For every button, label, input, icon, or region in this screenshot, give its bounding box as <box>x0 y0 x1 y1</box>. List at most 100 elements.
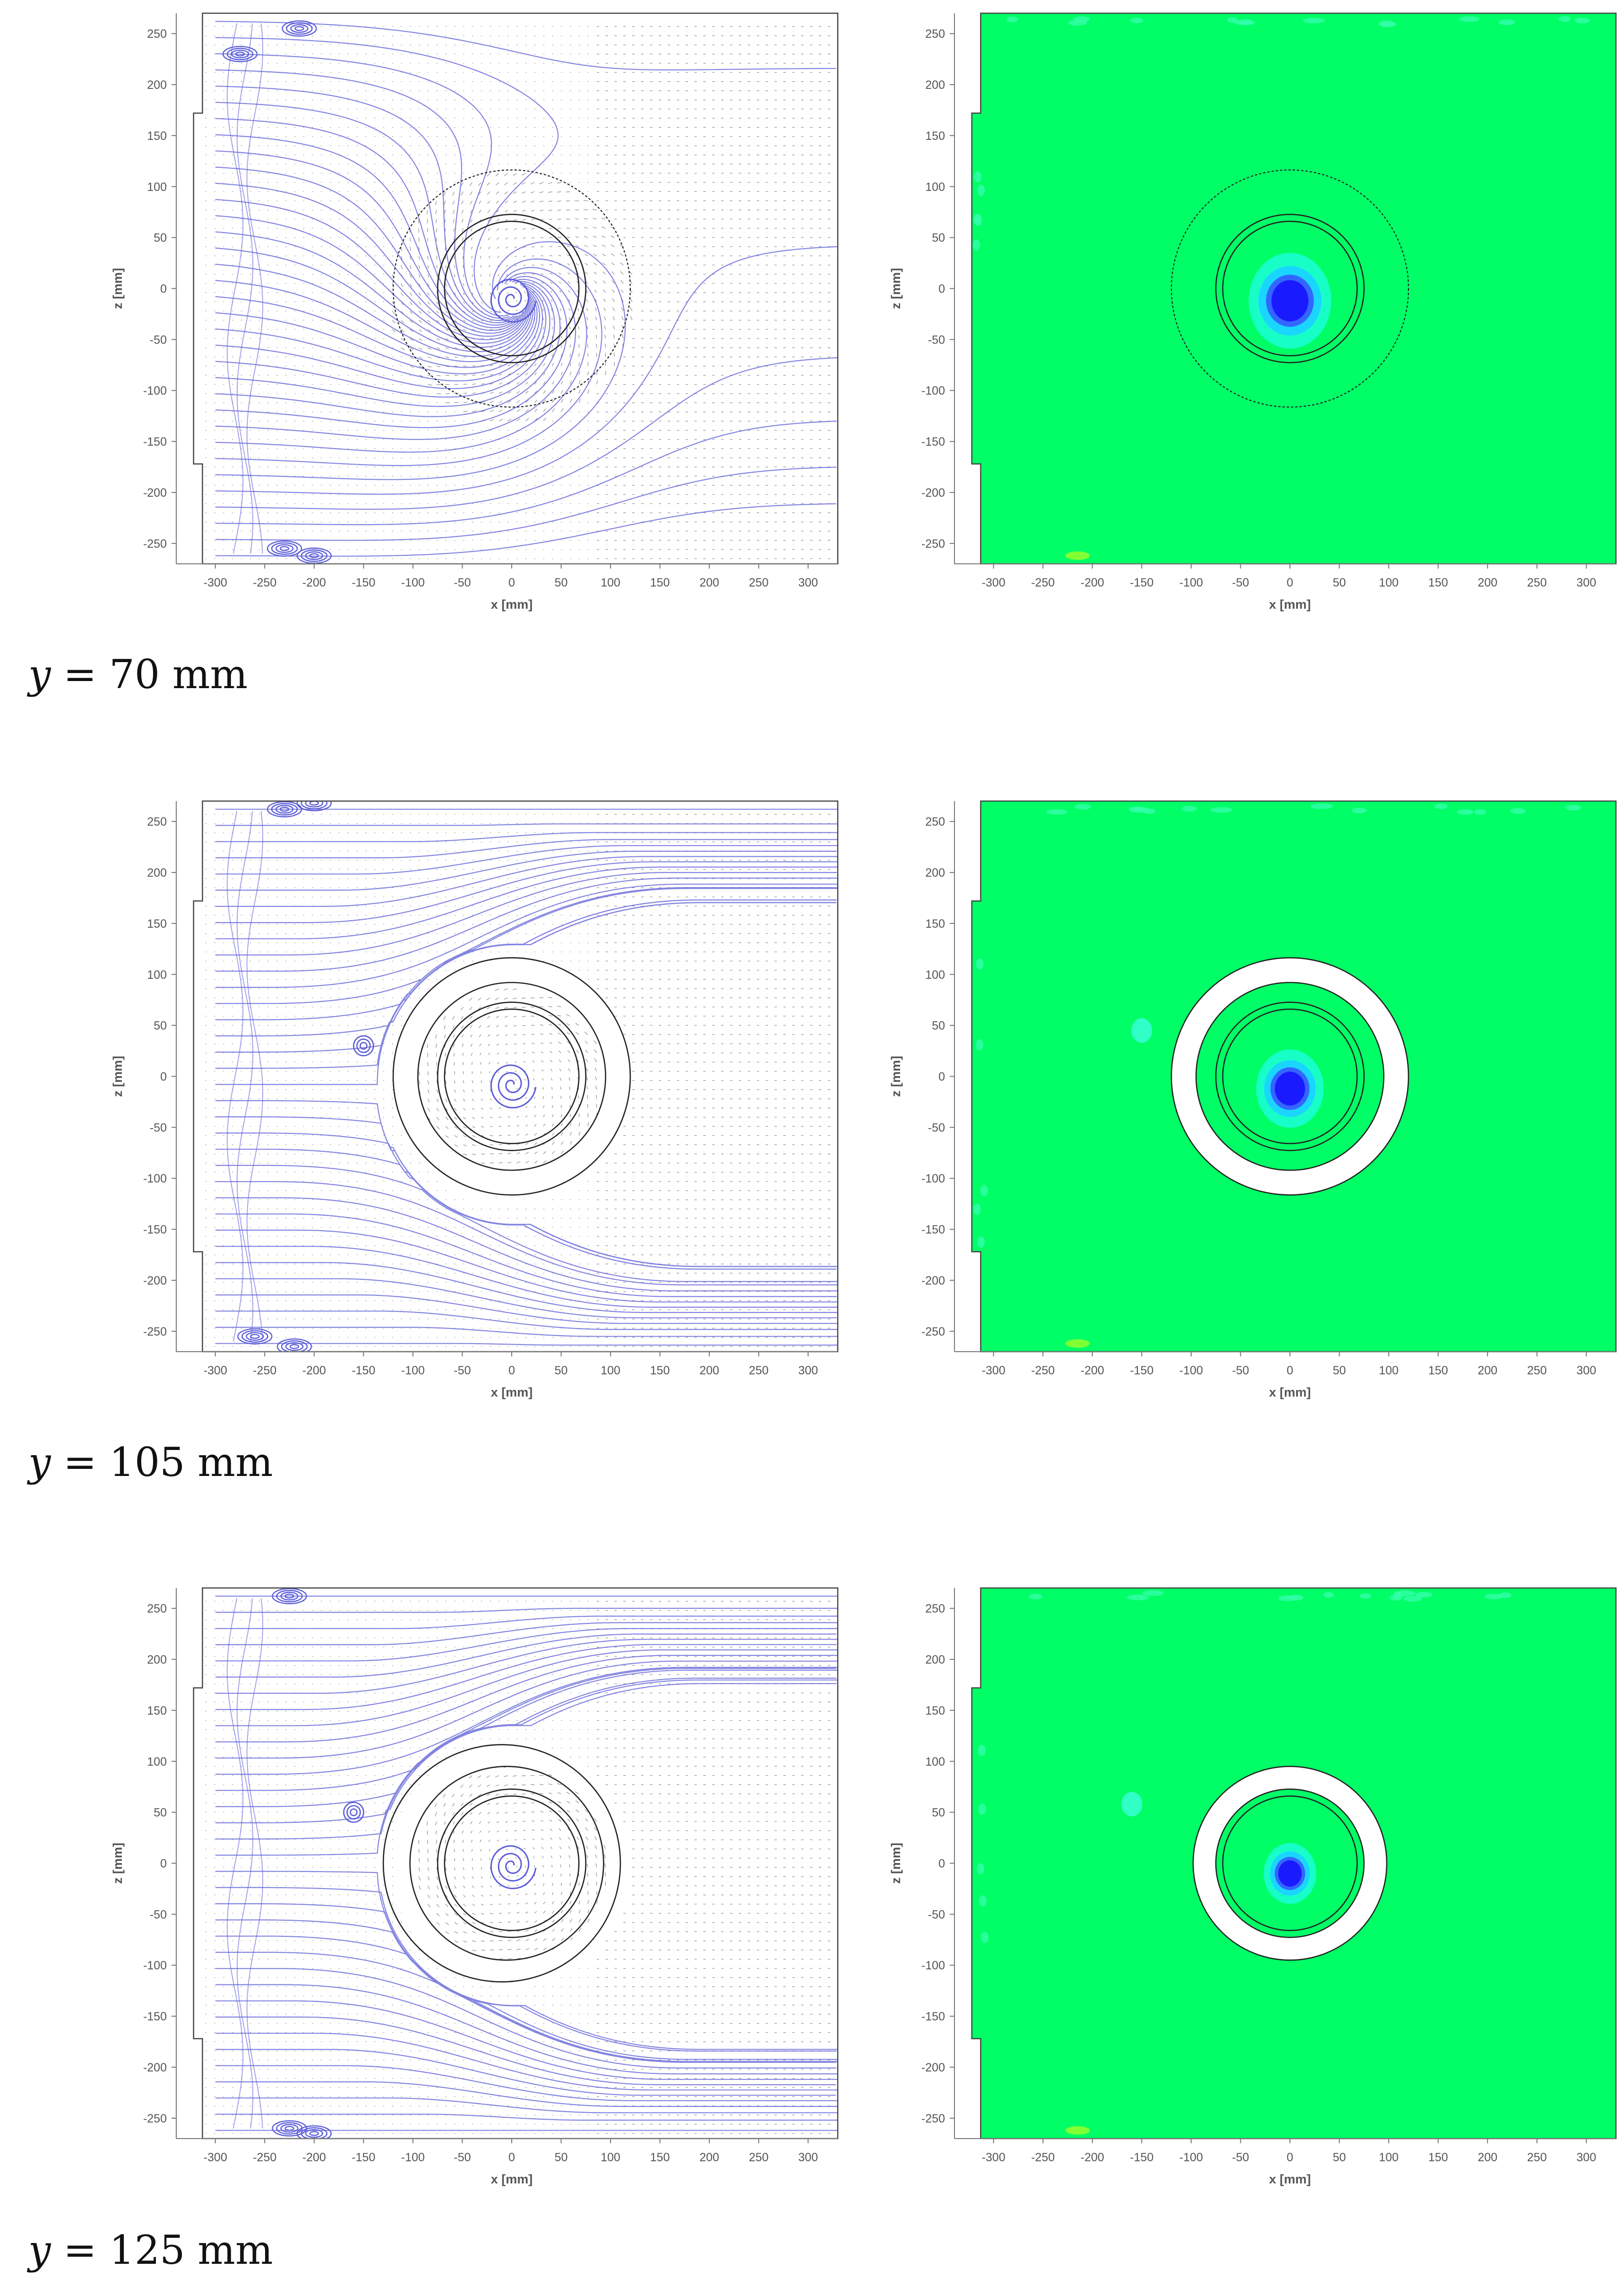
panel-3-1-streamline <box>215 2049 836 2096</box>
panel-2-1-eddy-loop <box>281 1340 308 1352</box>
panel-3-1-streamline <box>215 1639 838 1694</box>
panel-1-1-vectors <box>205 26 831 559</box>
panel-1-1-wall-line <box>246 23 264 554</box>
panel-3-1-streamline <box>215 1968 836 2069</box>
panel-1-1-eddy-loop <box>235 52 245 57</box>
panel-1-2-edge-spot <box>1227 17 1238 23</box>
panel-3-1-x-tick-label: -150 <box>352 2151 375 2164</box>
panel-3-1-wall-line <box>226 1598 244 2129</box>
panel-2-1-streamline <box>215 888 838 1085</box>
panel-3-1-wall-line <box>246 1598 264 2129</box>
panel-1-2-y-tick-label: 250 <box>925 27 945 41</box>
panel-1-1-streamline <box>215 21 836 71</box>
panel-3-1-eddy-loop <box>272 1588 307 1605</box>
panel-1-1-wall-line <box>226 23 244 554</box>
panel-2-2-edge-spot <box>980 1185 988 1197</box>
panel-2-2-blob-1 <box>1131 1018 1152 1043</box>
panel-1-1-streamline <box>215 182 526 337</box>
panel-2-2-edge-spot <box>975 1039 983 1051</box>
panel-1-2-y-tick-label: -150 <box>921 435 945 449</box>
panel-2-1-wall-lines <box>226 811 264 1342</box>
panel-3-1-streamline <box>215 1666 838 1775</box>
panel-2-2-edge-spot <box>1351 807 1367 813</box>
panel-3-2-x-tick-label: -50 <box>1232 2151 1249 2164</box>
panel-3-2-x-tick-label: 100 <box>1379 2151 1399 2164</box>
panel-2-2-y-tick-label: 250 <box>925 815 945 828</box>
panel-3-2-edge-spot <box>1403 1596 1422 1602</box>
panel-2-1-x-axis-title: x [mm] <box>491 1385 533 1399</box>
panel-1-2-x-tick-label: -250 <box>1031 576 1055 589</box>
panel-2-1-streamline <box>215 1311 838 1330</box>
panel-3-1-vortex-core <box>490 1845 537 1889</box>
panel-3-1-vortex-spiral <box>490 1845 537 1889</box>
panel-1-1-streamline <box>215 264 533 357</box>
panel-2-1-streamline <box>215 866 838 940</box>
panel-2-1-wall-line <box>226 811 244 1342</box>
panel-1-1-y-tick-label: -200 <box>143 486 167 500</box>
panel-1-2-edge-spot <box>1303 17 1325 24</box>
panel-3-1-x-tick-label: -50 <box>454 2151 471 2164</box>
panel-2-1-streamline <box>215 823 838 826</box>
panel-3-1-streamlines <box>215 1596 838 2131</box>
panel-1-2-edge-spot <box>977 184 985 196</box>
panel-2-2-x-tick-label: -300 <box>982 1364 1005 1377</box>
panel-3-1-y-tick-label: -100 <box>143 1959 167 1972</box>
panel-2-1-streamline <box>215 856 838 907</box>
panel-1-2-edge-spot <box>1499 19 1515 26</box>
panel-1-1-y-tick-label: 200 <box>147 78 167 92</box>
panel-1-1-ring-3 <box>444 221 580 356</box>
panel-3-2-y-tick-label: 100 <box>925 1755 945 1769</box>
panel-1-1-streamline <box>215 150 524 331</box>
panel-3-1-plot-area <box>193 1588 838 2139</box>
panel-2-1-streamline <box>215 851 837 891</box>
panel-2-2-x-tick-label: 200 <box>1478 1364 1497 1377</box>
panel-3-1-separation-loop <box>346 1805 361 1820</box>
panel-2-1-streamline <box>215 887 838 1004</box>
panel-2-1-corner-eddy-3 <box>237 1328 273 1345</box>
panel-1-1-streamline <box>215 241 626 480</box>
panel-1-1-y-axis-title: z [mm] <box>111 268 125 309</box>
panel-1-2-x-tick-label: 0 <box>1287 576 1293 589</box>
panel-2-2-y-axis-title: z [mm] <box>889 1056 903 1097</box>
caption-row-2-text: = 105 mm <box>51 1439 273 1485</box>
panel-1-2-blob-1 <box>1065 551 1090 560</box>
panel-1-2-core <box>1271 280 1309 322</box>
panel-3-1-x-tick-label: 50 <box>555 2151 568 2164</box>
panel-3-1-streamline <box>215 1644 837 1710</box>
panel-1-1-streamline <box>215 289 541 374</box>
panel-2-2-x-tick-label: 0 <box>1287 1364 1293 1377</box>
panel-3-2-edge-spot <box>1323 1592 1334 1598</box>
panel-1-1-y-tick-label: 0 <box>160 283 167 296</box>
panel-3-2-edge-spot <box>1484 1594 1503 1600</box>
panel-3-2-x-tick-label: 50 <box>1333 2151 1346 2164</box>
panel-2-1-eddy-loop <box>305 801 324 808</box>
panel-2-1-streamline <box>215 1213 837 1297</box>
panel-1-1-streamline <box>215 272 576 440</box>
panel-1-1-streamline <box>215 231 530 348</box>
panel-3-1-corner-eddy-1 <box>272 1588 307 1605</box>
panel-3-1-streamline <box>215 1951 837 2062</box>
panel-1-2-x-tick-label: 100 <box>1379 576 1399 589</box>
panel-3-1-eddy-loop <box>280 1592 299 1601</box>
panel-3-2-x-tick-label: 150 <box>1428 2151 1448 2164</box>
panel-3-2-y-tick-label: -250 <box>921 2112 945 2125</box>
panel-1-2-x-tick-label: -50 <box>1232 576 1249 589</box>
panel-1-1-ring-2 <box>437 214 587 363</box>
panel-3-1-y-tick-label: 50 <box>154 1806 167 1820</box>
panel-2-1-y-tick-label: -50 <box>150 1121 167 1134</box>
panel-2-1-eddy-loop <box>289 1344 300 1349</box>
panel-1-1-streamline <box>215 280 536 362</box>
panel-1-1-eddy-loop <box>282 20 317 37</box>
panel-2-2-x-tick-label: 100 <box>1379 1364 1399 1377</box>
panel-3-1-eddy-loop <box>276 1590 303 1603</box>
panel-2-1-x-tick-label: 50 <box>555 1364 568 1377</box>
panel-3-2-domain-outline <box>971 1587 1617 2140</box>
panel-1-2-ring-1 <box>1170 169 1409 408</box>
panel-3-1-streamline <box>215 2114 838 2121</box>
panel-1-2-edge-spot <box>1006 17 1018 23</box>
panel-3-2-edge-spot <box>977 1863 985 1875</box>
panel-3-1-domain-outline <box>193 1587 839 2140</box>
panel-1-1-wall-line <box>236 23 254 554</box>
panel-2-1-y-tick-label: 0 <box>160 1070 167 1084</box>
panel-1-1-x-tick-label: 50 <box>555 576 568 589</box>
